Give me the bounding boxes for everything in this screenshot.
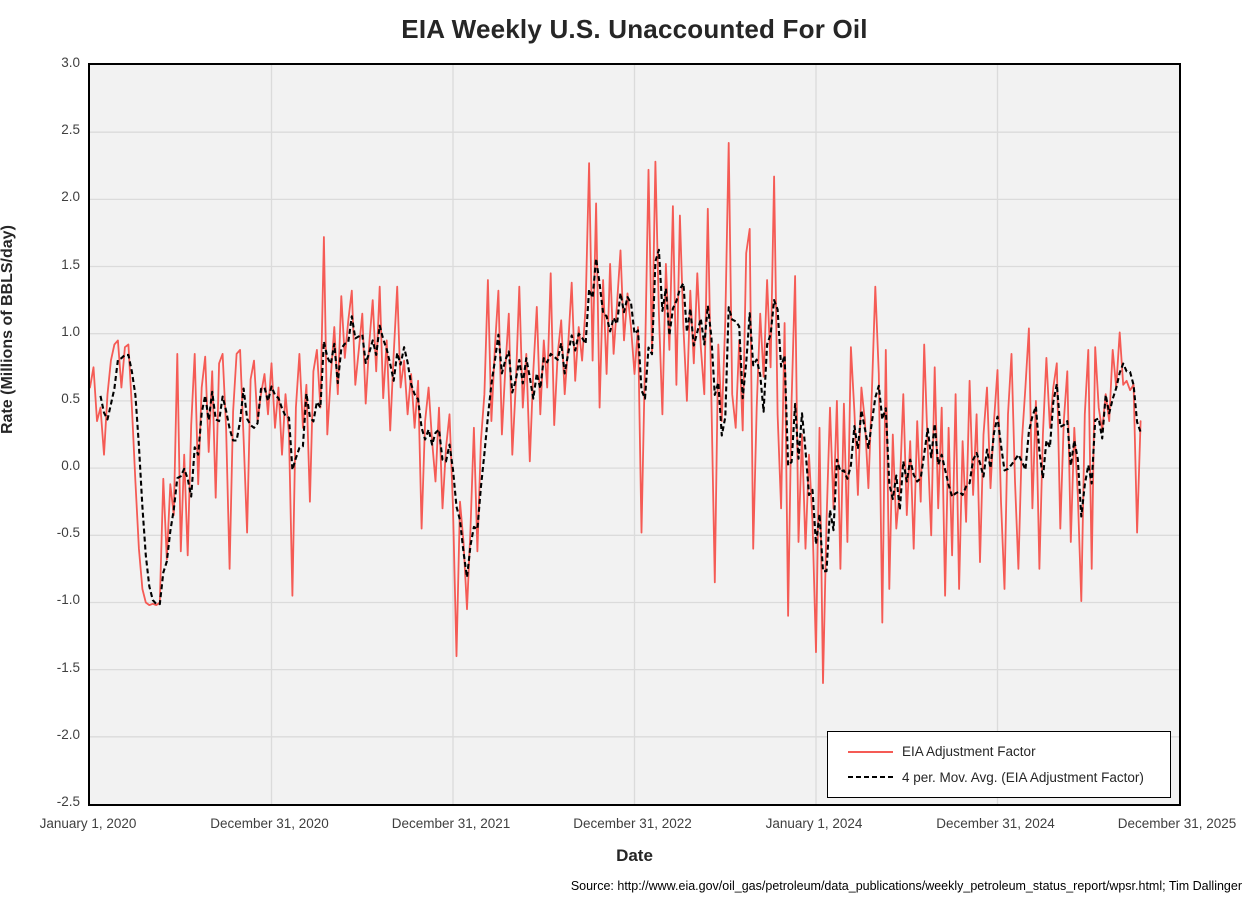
- x-tick-label: December 31, 2022: [573, 816, 692, 831]
- y-tick-label: 0.0: [61, 458, 80, 474]
- x-axis-title: Date: [616, 846, 653, 865]
- x-tick-label: December 31, 2024: [936, 816, 1055, 831]
- y-axis-title: Rate (Millions of BBLS/day): [0, 225, 16, 434]
- plot-area: [88, 63, 1181, 806]
- moving-average-line: [99, 248, 1142, 606]
- y-tick-label: 2.0: [61, 189, 80, 205]
- chart-title: EIA Weekly U.S. Unaccounted For Oil: [401, 14, 868, 44]
- red-solid-line-sample: [848, 750, 893, 753]
- y-tick-label: 2.5: [61, 122, 80, 138]
- chart-plot-svg: [90, 65, 1179, 804]
- y-tick-label: -2.0: [56, 726, 80, 742]
- black-dashed-line-sample: [848, 775, 893, 779]
- x-tick-label: December 31, 2021: [391, 816, 511, 831]
- y-tick-label: -2.5: [56, 794, 80, 809]
- eia-adjustment-factor-line: [90, 142, 1142, 684]
- y-tick-label: -0.5: [56, 525, 80, 541]
- legend: EIA Adjustment Factor 4 per. Mov. Avg. (…: [827, 731, 1171, 798]
- legend-item-eia-adjustment-factor: EIA Adjustment Factor: [848, 744, 1170, 759]
- source-note: Source: http://www.eia.gov/oil_gas/petro…: [570, 879, 1242, 893]
- gridlines: [90, 65, 1179, 804]
- x-tick-label: January 1, 2020: [39, 816, 137, 831]
- legend-item-moving-average: 4 per. Mov. Avg. (EIA Adjustment Factor): [848, 770, 1170, 785]
- y-tick-label: -1.5: [56, 659, 80, 675]
- x-tick-label: January 1, 2024: [765, 816, 863, 831]
- x-tick-label: December 31, 2020: [210, 816, 329, 831]
- legend-label: 4 per. Mov. Avg. (EIA Adjustment Factor): [902, 769, 1144, 785]
- y-tick-label: 0.5: [61, 390, 80, 406]
- y-tick-label: 3.0: [61, 55, 80, 70]
- y-tick-label: -1.0: [56, 592, 80, 608]
- y-tick-label: 1.5: [61, 256, 80, 272]
- x-tick-label: December 31, 2025: [1117, 816, 1237, 831]
- y-tick-label: 1.0: [61, 323, 80, 339]
- legend-label: EIA Adjustment Factor: [902, 744, 1036, 760]
